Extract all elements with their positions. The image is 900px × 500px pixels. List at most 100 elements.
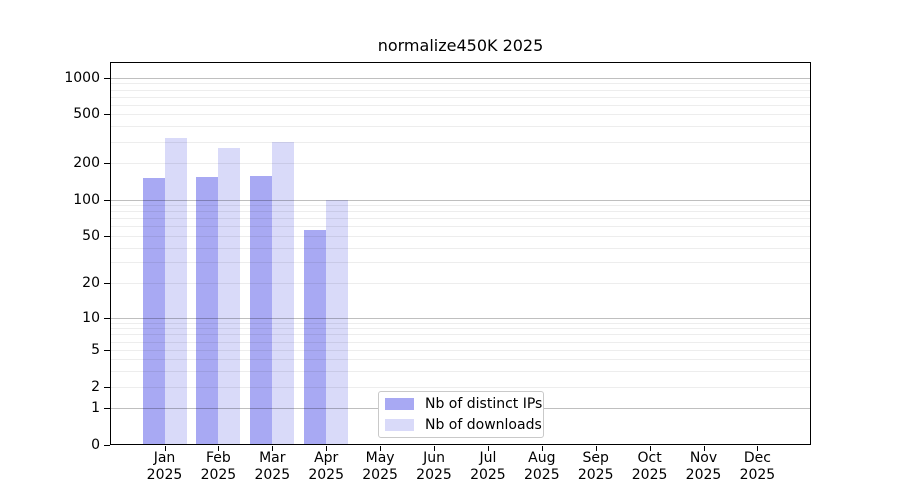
month-line: Feb <box>205 450 231 466</box>
x-tick-mark <box>703 446 705 451</box>
chart-title: normalize450K 2025 <box>377 36 544 55</box>
gridline-minor <box>110 349 811 351</box>
y-axis-tick-label: 10 <box>82 309 100 326</box>
x-tick-mark <box>434 446 435 451</box>
gridline-minor <box>110 89 811 91</box>
bar-distinct-ips <box>304 230 327 445</box>
bar-downloads <box>164 138 187 445</box>
month-line: Mar <box>259 450 286 466</box>
y-tick-mark <box>104 199 110 201</box>
gridline-minor <box>110 328 811 330</box>
gridline-minor <box>110 83 811 85</box>
month-line: Sep <box>582 450 609 466</box>
gridline-major <box>110 317 811 319</box>
y-tick-mark <box>104 77 110 79</box>
x-tick-mark <box>326 446 328 451</box>
gridline-minor <box>110 163 811 165</box>
y-tick-mark <box>104 386 110 388</box>
x-axis-month-label: Feb 2025 <box>188 450 248 484</box>
legend-swatch <box>385 418 414 431</box>
year-line: 2025 <box>523 467 560 483</box>
gridline-major <box>110 199 811 201</box>
year-line: 2025 <box>254 467 291 483</box>
gridline-minor <box>110 218 811 220</box>
gridline-minor <box>110 371 811 373</box>
year-line: 2025 <box>416 467 452 483</box>
x-tick-mark <box>649 446 651 451</box>
y-axis-tick-label: 1 <box>91 400 100 417</box>
y-axis-tick-label: 5 <box>91 341 100 358</box>
month-line: Apr <box>314 450 339 466</box>
x-tick-mark <box>218 446 220 451</box>
legend-label: Nb of downloads <box>425 416 542 433</box>
bar-distinct-ips <box>250 175 273 445</box>
year-line: 2025 <box>631 467 668 483</box>
y-axis-tick-label: 50 <box>82 227 100 244</box>
gridline-minor <box>110 247 811 249</box>
legend-item: Nb of downloads <box>385 417 542 434</box>
x-tick-mark <box>595 446 597 451</box>
gridline-minor <box>110 322 811 324</box>
year-line: 2025 <box>200 467 237 483</box>
y-tick-mark <box>104 163 110 165</box>
month-line: Nov <box>689 450 718 466</box>
bar-downloads <box>272 142 295 445</box>
x-tick-mark <box>272 446 274 451</box>
y-tick-mark <box>104 445 110 446</box>
bar-downloads <box>326 199 349 445</box>
year-line: 2025 <box>470 467 506 483</box>
month-line: Jan <box>153 450 176 466</box>
plot-area <box>110 62 811 445</box>
x-tick-mark <box>164 446 166 451</box>
legend-label: Nb of distinct IPs <box>425 396 543 413</box>
gridline-minor <box>110 235 811 237</box>
x-axis-month-label: Jul 2025 <box>458 450 518 484</box>
gridline-minor <box>110 126 811 128</box>
x-axis-month-label: Sep 2025 <box>566 450 626 484</box>
x-axis-month-label: Dec 2025 <box>727 450 787 484</box>
gridline-minor <box>110 205 811 207</box>
year-line: 2025 <box>146 467 183 483</box>
bar-distinct-ips <box>196 176 219 445</box>
gridline-minor <box>110 359 811 361</box>
x-axis-month-label: Aug 2025 <box>512 450 572 484</box>
gridline-minor <box>110 96 811 98</box>
y-tick-mark <box>104 349 110 351</box>
legend: Nb of distinct IPs Nb of downloads <box>378 391 544 438</box>
x-axis-month-label: May 2025 <box>350 450 410 484</box>
y-tick-mark <box>104 235 110 237</box>
gridline-major <box>110 77 811 79</box>
year-line: 2025 <box>308 467 344 483</box>
year-line: 2025 <box>685 467 722 483</box>
x-axis-month-label: Mar 2025 <box>242 450 302 484</box>
gridline-minor <box>110 334 811 336</box>
bar-downloads <box>218 148 241 445</box>
x-axis-month-label: Jun 2025 <box>404 450 464 484</box>
month-line: Aug <box>528 450 556 466</box>
y-axis-tick-label: 100 <box>73 191 100 208</box>
year-line: 2025 <box>577 467 614 483</box>
y-axis-tick-label: 500 <box>73 106 100 123</box>
x-axis-month-label: Apr 2025 <box>296 450 356 484</box>
gridline-minor <box>110 141 811 143</box>
x-axis-month-label: Oct 2025 <box>620 450 680 484</box>
y-axis-tick-label: 0 <box>91 437 100 453</box>
gridline-minor <box>110 114 811 116</box>
y-tick-mark <box>104 283 110 285</box>
x-axis-month-label: Jan 2025 <box>135 450 195 484</box>
y-axis-tick-label: 200 <box>73 155 100 172</box>
bar-distinct-ips <box>142 178 165 445</box>
gridline-minor <box>110 262 811 264</box>
gridline-minor <box>110 104 811 106</box>
year-line: 2025 <box>362 467 398 483</box>
x-tick-mark <box>487 446 489 451</box>
x-tick-mark <box>380 446 382 451</box>
month-line: Jun <box>423 450 445 466</box>
gridline-minor <box>110 211 811 213</box>
year-line: 2025 <box>739 467 776 483</box>
y-axis-tick-label: 20 <box>82 275 100 292</box>
x-axis-month-label: Nov 2025 <box>674 450 734 484</box>
gridline-minor <box>110 226 811 228</box>
x-tick-mark <box>757 446 759 451</box>
